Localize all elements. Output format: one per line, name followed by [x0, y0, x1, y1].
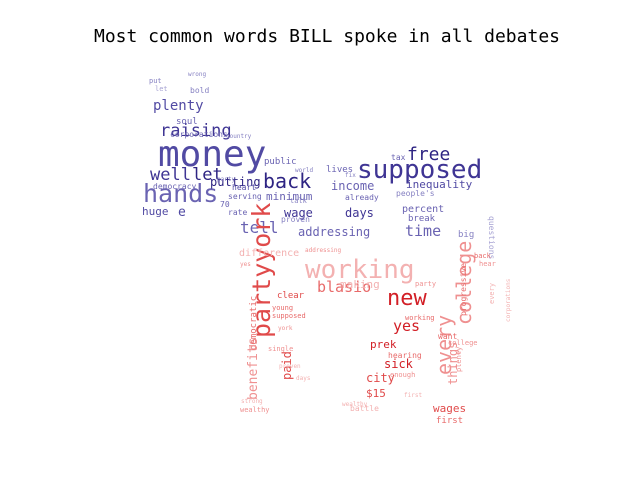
- cloud-word-e: e: [178, 205, 186, 220]
- cloud-word-world: world: [295, 167, 313, 174]
- cloud-word-yes: yes: [240, 261, 251, 268]
- cloud-word-new: new: [387, 286, 427, 311]
- cloud-word-first: first: [404, 392, 422, 399]
- cloud-word-heart: heart: [232, 183, 256, 192]
- cloud-word-working: working: [405, 314, 435, 322]
- cloud-word-proven: proven: [279, 363, 301, 370]
- cloud-word-15: $15: [366, 387, 386, 400]
- cloud-word-country: country: [226, 133, 252, 140]
- cloud-word-benefits: benefits: [246, 337, 261, 400]
- cloud-word-addressing: addressing: [298, 225, 370, 239]
- cloud-word-let: let: [192, 165, 223, 185]
- cloud-word-every: every: [488, 283, 496, 304]
- cloud-word-tell: tell: [240, 218, 279, 237]
- cloud-word-wages: wages: [433, 402, 466, 415]
- cloud-word-income: income: [331, 179, 374, 193]
- cloud-word-young: young: [272, 304, 293, 312]
- cloud-word-days: days: [345, 206, 374, 220]
- cloud-word-days: days: [296, 375, 311, 382]
- cloud-word-york: york: [278, 325, 293, 332]
- cloud-word-proven: proven: [281, 215, 310, 224]
- cloud-word-rate: rate: [228, 208, 247, 217]
- cloud-word-huge: huge: [142, 205, 169, 218]
- cloud-word-putting: putting: [210, 175, 261, 189]
- cloud-word-college: college: [448, 339, 478, 347]
- cloud-word-back: back: [474, 252, 492, 260]
- cloud-word-raising: raising: [160, 121, 232, 141]
- cloud-word-corporations: corporations: [170, 130, 228, 139]
- cloud-word-questions: questions: [487, 216, 496, 260]
- cloud-word-money: money: [158, 134, 266, 175]
- cloud-word-things: things: [446, 342, 460, 385]
- cloud-word-wealthy: wealthy: [240, 406, 270, 414]
- cloud-word-lives: lives: [326, 165, 353, 175]
- cloud-word-prek: prek: [370, 338, 397, 351]
- cloud-word-difference: difference: [239, 248, 299, 259]
- cloud-word-making: making: [340, 278, 380, 291]
- cloud-word-plenty: plenty: [455, 347, 463, 372]
- cloud-word-supposed: supposed: [272, 312, 306, 320]
- cloud-word-soul: soul: [176, 117, 198, 127]
- cloud-word-want: want: [438, 332, 457, 341]
- cloud-word-clear: clear: [277, 291, 305, 301]
- cloud-word-tax: tax: [391, 153, 406, 162]
- cloud-word-blasio: blasio: [317, 278, 371, 296]
- cloud-word-battle: battle: [350, 404, 379, 413]
- cloud-word-plenty: plenty: [153, 98, 204, 114]
- cloud-word-city: city: [366, 371, 395, 385]
- cloud-word-wage: wage: [284, 206, 313, 220]
- cloud-word-wrong: wrong: [188, 71, 206, 78]
- cloud-word-hearing: hearing: [388, 351, 422, 360]
- cloud-word-yes: yes: [393, 317, 420, 335]
- cloud-word-party: party: [415, 280, 436, 288]
- cloud-word-minimum: minimum: [266, 190, 313, 203]
- cloud-word-already: already: [345, 193, 379, 202]
- cloud-word-sick: sick: [384, 357, 414, 371]
- cloud-word-time: time: [405, 222, 441, 240]
- cloud-word-70: 70: [220, 200, 230, 209]
- cloud-word-corporations: corporations: [505, 278, 512, 322]
- cloud-word-supposed: supposed: [357, 155, 482, 185]
- cloud-word-hands: hands: [143, 179, 218, 208]
- chart-title: Most common words BILL spoke in all deba…: [94, 26, 560, 47]
- cloud-word-back: back: [263, 169, 311, 193]
- cloud-word-working: working: [305, 255, 415, 285]
- cloud-word-wealthy: wealthy: [342, 401, 368, 408]
- cloud-word-well: well: [150, 165, 191, 185]
- cloud-word-public: public: [264, 157, 297, 167]
- cloud-word-democracy: democracy: [153, 182, 197, 191]
- cloud-word-peoples: people's: [396, 189, 435, 198]
- cloud-word-party: party: [217, 176, 235, 183]
- cloud-word-let: let: [155, 85, 168, 93]
- cloud-word-single: single: [268, 345, 293, 353]
- cloud-word-bold: bold: [190, 86, 209, 95]
- cloud-word-first: first: [436, 416, 463, 426]
- cloud-word-college: college: [452, 241, 476, 325]
- cloud-word-every: every: [432, 315, 456, 375]
- cloud-word-strong: strong: [241, 398, 263, 405]
- cloud-word-enough: enough: [390, 371, 415, 379]
- cloud-word-big: big: [458, 230, 474, 240]
- cloud-word-democratic: democratic: [249, 296, 259, 350]
- cloud-word-percent: percent: [402, 204, 444, 215]
- cloud-word-progressive: progressive: [459, 263, 468, 316]
- cloud-word-fix: fix: [345, 172, 356, 179]
- cloud-word-free: free: [407, 144, 450, 165]
- cloud-word-put: put: [149, 77, 162, 85]
- cloud-word-addressing: addressing: [305, 247, 342, 254]
- cloud-word-inequality: inequality: [406, 178, 473, 191]
- cloud-word-paid: paid: [280, 351, 294, 380]
- cloud-word-partyyork: partyyork: [247, 203, 276, 338]
- cloud-word-serving: serving: [228, 192, 262, 201]
- cloud-word-break: break: [408, 214, 436, 224]
- cloud-word-talk: talk: [290, 197, 308, 205]
- cloud-word-hear: hear: [479, 260, 496, 268]
